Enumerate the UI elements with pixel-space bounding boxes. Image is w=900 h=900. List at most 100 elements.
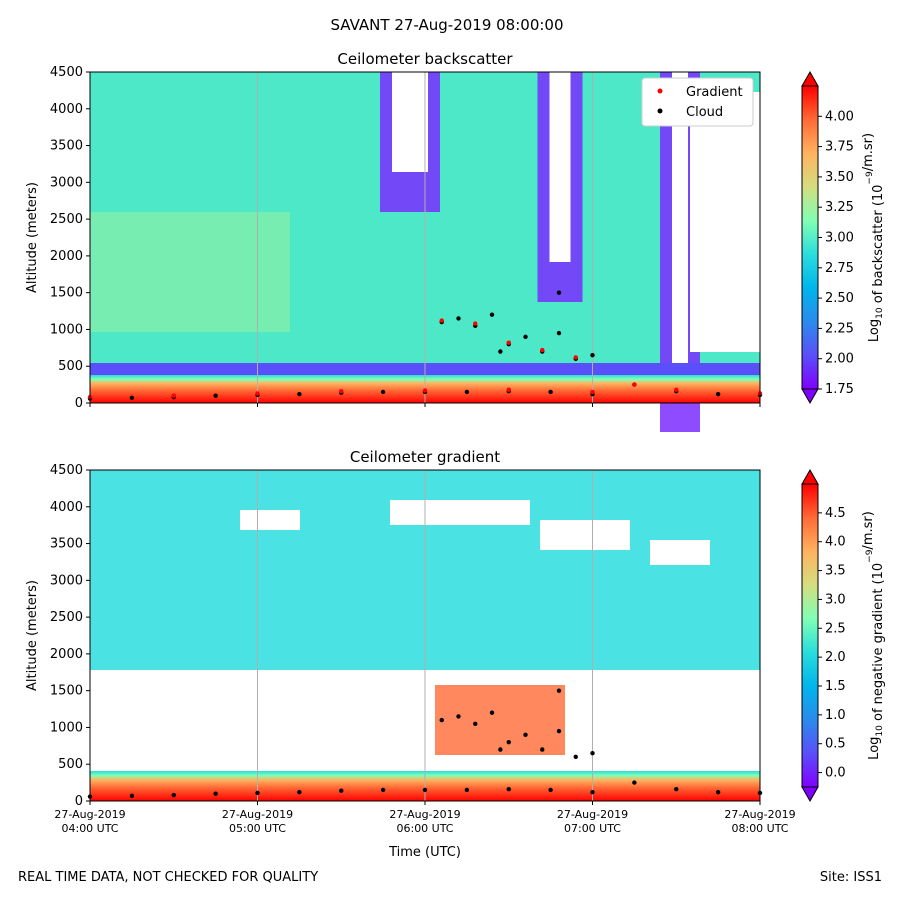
x-tick-label-date: 27-Aug-2019 <box>557 808 628 821</box>
y-tick-label: 4500 <box>50 463 83 478</box>
y-tick-label: 4500 <box>50 65 83 80</box>
legend-label: Gradient <box>686 85 743 100</box>
y-tick-label: 2500 <box>50 610 83 625</box>
figure-suptitle: SAVANT 27-Aug-2019 08:00:00 <box>331 16 564 34</box>
legend-label: Cloud <box>686 105 723 120</box>
colorbar-body <box>802 484 818 787</box>
colorbar-tick-label: 0.5 <box>825 737 846 752</box>
y-tick-label: 1500 <box>50 286 83 301</box>
marker-gradient <box>506 340 511 345</box>
field-blank-patch <box>240 510 300 530</box>
y-tick-label: 2000 <box>50 647 83 662</box>
field-cloud-region <box>435 685 565 755</box>
x-axis-label: Time (UTC) <box>388 845 461 860</box>
colorbar-tick-label: 2.0 <box>825 650 846 665</box>
marker-gradient <box>339 389 344 394</box>
colorbar-label: Log10 of negative gradient (10−9/m.sr) <box>861 511 886 760</box>
marker-cloud <box>632 780 637 785</box>
marker-gradient <box>674 387 679 392</box>
marker-cloud <box>556 290 562 295</box>
marker-cloud <box>715 391 721 397</box>
field-blank-column <box>690 92 760 352</box>
marker-cloud <box>439 717 444 723</box>
colorbar-tick-label: 3.0 <box>825 592 846 607</box>
colorbar-tick-label: 1.5 <box>825 679 846 694</box>
colorbar-frame <box>801 483 819 788</box>
marker-cloud <box>339 788 344 793</box>
field-blank-patch <box>540 520 630 550</box>
colorbar-tick-label: 3.00 <box>825 231 854 246</box>
panel-backscatter: 0 500 1000 1500 2000 2500 3000 3500 4000 4500 Ceil… <box>25 50 886 432</box>
marker-cloud <box>715 789 721 795</box>
x-tick-label-time: 08:00 UTC <box>731 822 788 835</box>
colorbar-tick-label: 2.50 <box>825 291 854 306</box>
colorbar: 1.75 2.00 2.25 2.50 2.75 3.00 3.25 3.50 3.75 4.00… <box>801 70 886 405</box>
x-tick-label-time: 05:00 UTC <box>229 822 286 835</box>
colorbar-tick-label: 2.25 <box>825 321 854 336</box>
marker-cloud <box>523 732 528 737</box>
colorbar-tick-label: 4.5 <box>825 506 846 521</box>
field-blank-column <box>392 72 428 172</box>
marker-cloud <box>498 747 503 752</box>
marker-cloud <box>456 714 461 719</box>
y-tick-label: 0 <box>75 794 83 809</box>
marker-cloud <box>540 747 545 752</box>
panel-title: Ceilometer gradient <box>350 448 500 466</box>
x-tick-label-date: 27-Aug-2019 <box>222 808 293 821</box>
marker-cloud <box>506 787 511 792</box>
colorbar-tick-label: 3.75 <box>825 140 854 155</box>
x-tick-label-time: 06:00 UTC <box>396 822 453 835</box>
colorbar-tick-label: 4.0 <box>825 535 846 550</box>
x-tick-label-date: 27-Aug-2019 <box>54 808 125 821</box>
field-blank-patch <box>390 500 530 525</box>
marker-cloud <box>674 787 679 792</box>
marker-cloud <box>473 721 478 726</box>
colorbar-tick-label: 3.25 <box>825 200 854 215</box>
y-tick-label: 500 <box>58 359 83 374</box>
panel-gradient: 0 500 1000 1500 2000 2500 3000 3500 4000 4500 27-A… <box>25 448 886 860</box>
y-tick-label: 2000 <box>50 249 83 264</box>
colorbar-extend-min <box>801 786 819 803</box>
colorbar-label: Log10 of backscatter (10−9/m.sr) <box>861 133 886 342</box>
marker-gradient <box>590 389 595 395</box>
marker-cloud <box>456 316 461 321</box>
colorbar: 0.0 0.5 1.0 1.5 2.0 2.5 3.0 3.5 4.0 4.5 Log10 of n… <box>801 468 886 803</box>
marker-cloud <box>255 790 260 796</box>
field-high-region <box>90 212 290 332</box>
panel-title: Ceilometer backscatter <box>337 50 513 68</box>
marker-cloud <box>464 787 470 793</box>
marker-cloud <box>297 789 302 795</box>
colorbar-tick-label: 2.75 <box>825 261 854 276</box>
x-tick-label-time: 07:00 UTC <box>564 822 621 835</box>
marker-cloud <box>489 312 495 317</box>
marker-cloud <box>213 393 218 398</box>
marker-cloud <box>380 787 386 793</box>
colorbar-tick-label: 0.0 <box>825 766 846 781</box>
x-tick-label-time: 04:00 UTC <box>61 822 118 835</box>
marker-cloud <box>498 349 503 354</box>
y-tick-label: 1500 <box>50 684 83 699</box>
field-blank-column <box>549 72 571 262</box>
y-tick-label: 1000 <box>50 322 83 337</box>
marker-gradient <box>422 388 428 393</box>
marker-gradient <box>506 387 511 392</box>
legend: Gradient Cloud <box>641 77 754 127</box>
colorbar-tick-label: 1.75 <box>825 382 854 397</box>
marker-gradient <box>573 355 578 360</box>
legend-marker-gradient <box>657 88 663 94</box>
colorbar-tick-label: 1.0 <box>825 708 846 723</box>
marker-cloud <box>523 334 528 339</box>
y-tick-label: 4000 <box>50 102 83 117</box>
marker-cloud <box>489 710 495 715</box>
colorbar-tick-label: 3.5 <box>825 564 846 579</box>
marker-cloud <box>590 750 595 756</box>
y-tick-label: 3000 <box>50 573 83 588</box>
colorbar-body <box>802 86 818 389</box>
y-tick-label: 0 <box>75 396 83 411</box>
marker-cloud <box>297 391 302 397</box>
marker-cloud <box>506 739 511 745</box>
legend-marker-cloud <box>657 108 663 114</box>
colorbar-tick-label: 4.00 <box>825 109 854 124</box>
marker-gradient <box>171 393 176 398</box>
